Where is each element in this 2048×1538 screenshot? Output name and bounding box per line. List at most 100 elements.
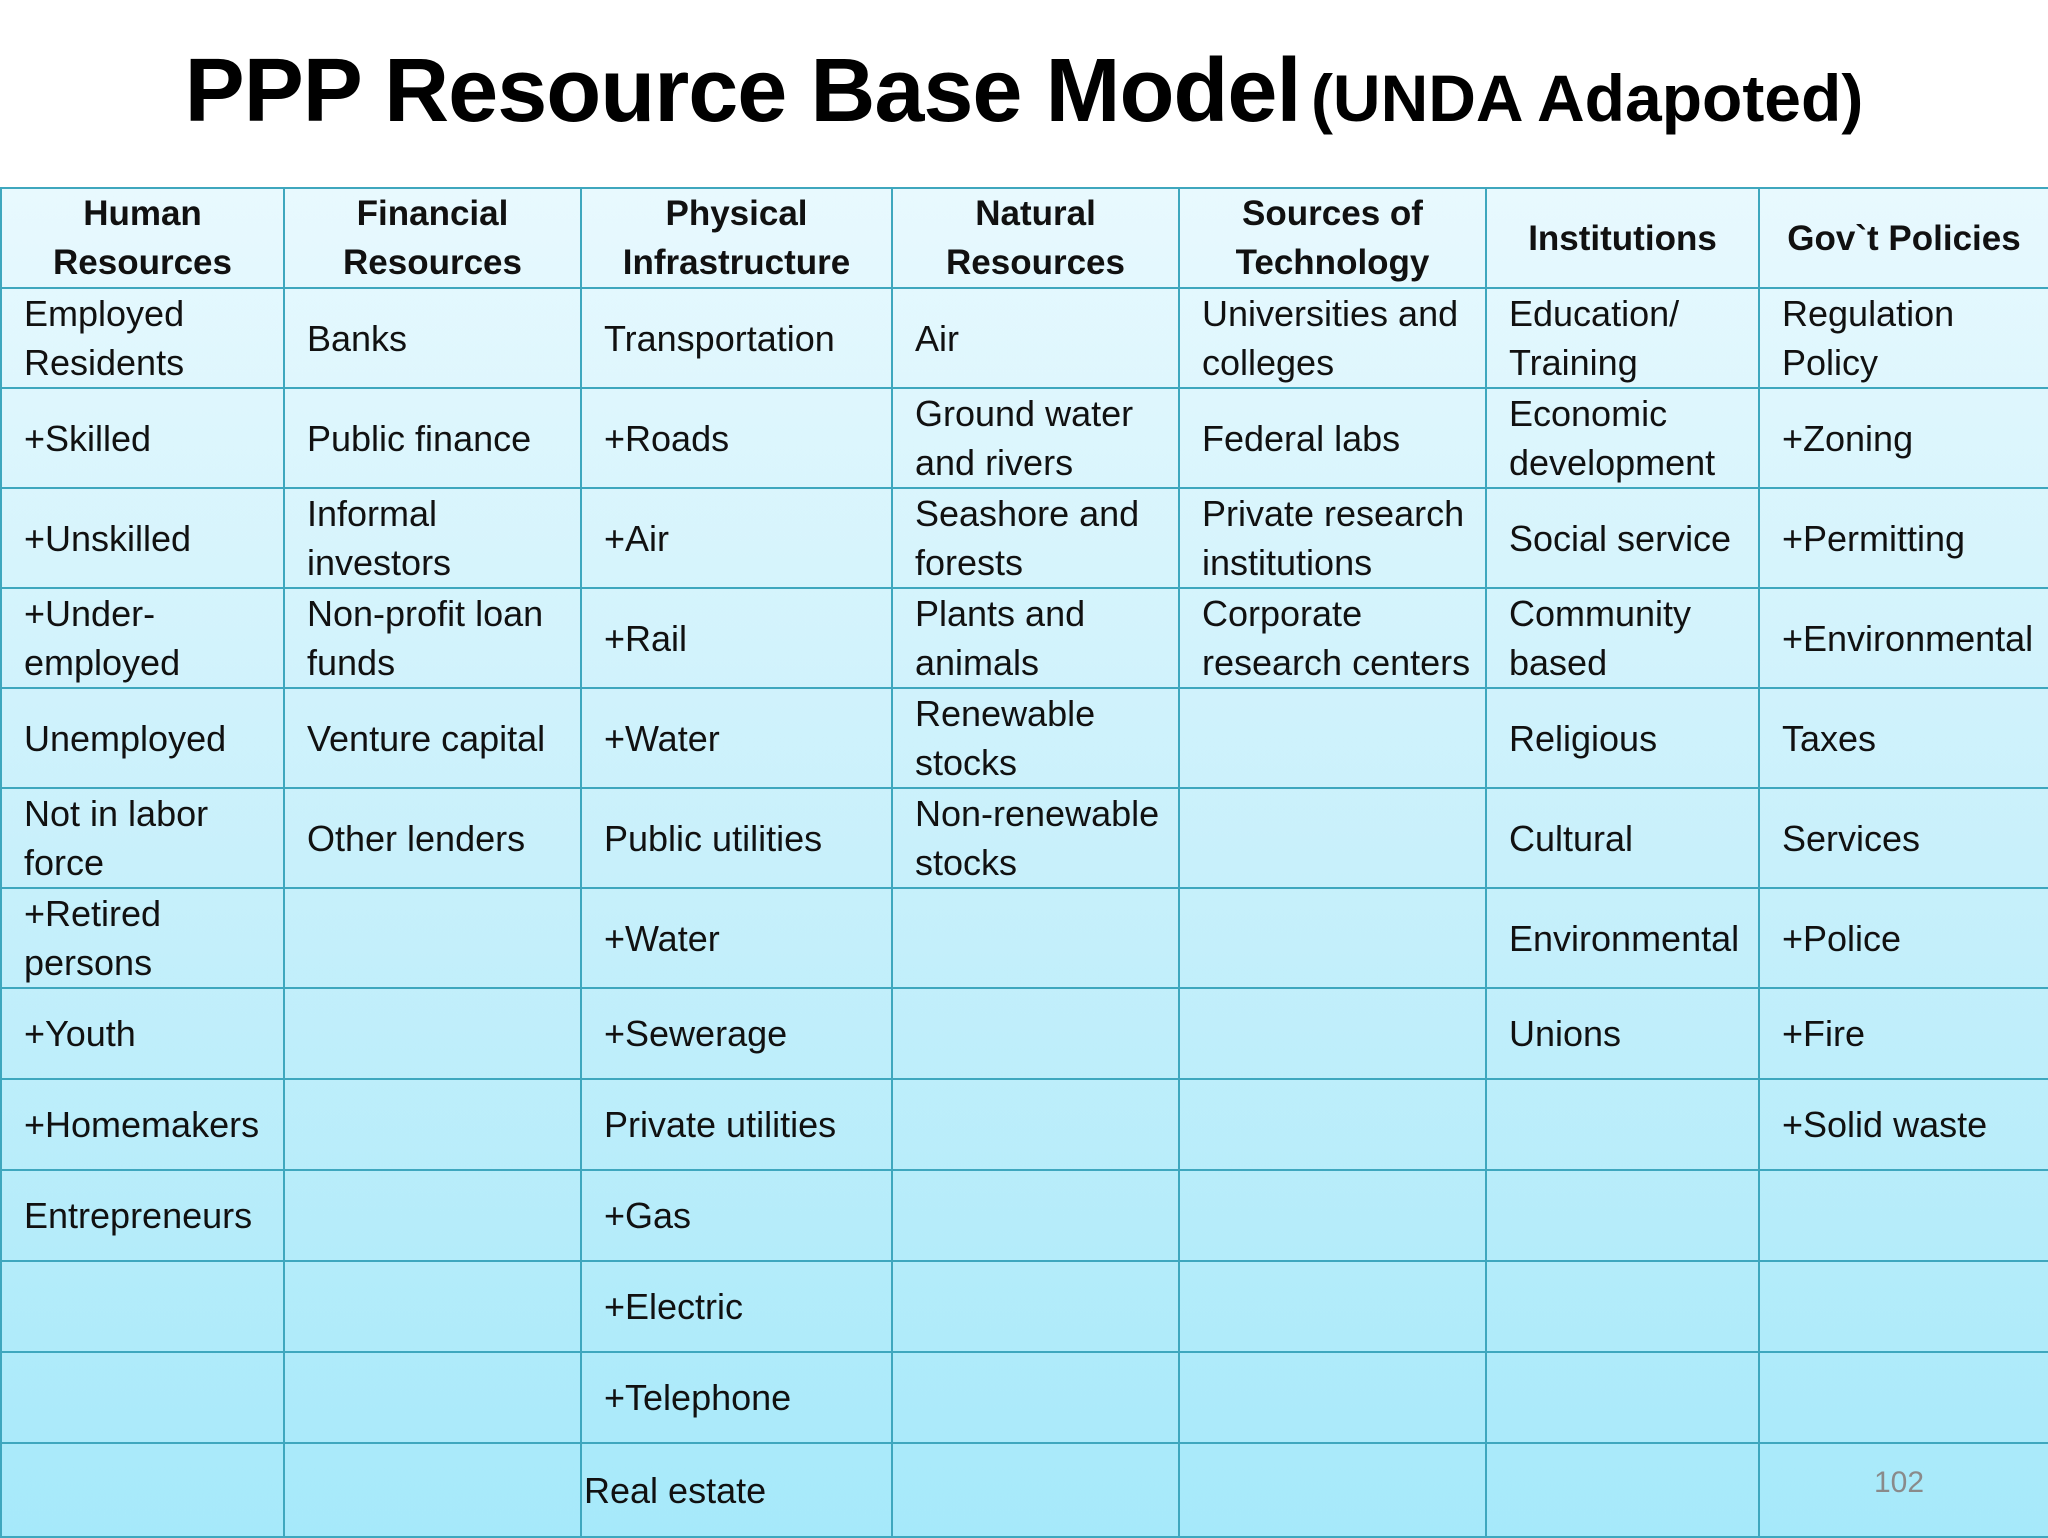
table-cell: [891, 1351, 1180, 1444]
table-cell: +Rail: [580, 587, 893, 689]
table-cell: Other lenders: [283, 787, 582, 889]
table-cell: [283, 1442, 582, 1538]
table-cell: +Homemakers: [0, 1078, 285, 1171]
resource-table-container: Human Resources Financial Resources Phys…: [0, 187, 2048, 1538]
table-cell: [891, 887, 1180, 989]
table-cell: [1178, 1260, 1487, 1353]
table-row: +Homemakers Private utilities +Solid was…: [0, 1078, 2048, 1171]
table-cell: [283, 1078, 582, 1171]
table-cell: Taxes: [1758, 687, 2048, 789]
table-cell: Transportation: [580, 287, 893, 389]
table-cell: Plants and animals: [891, 587, 1180, 689]
table-row: Employed Residents Banks Transportation …: [0, 287, 2048, 389]
table-cell: +Sewerage: [580, 987, 893, 1080]
table-cell: Education/ Training: [1485, 287, 1760, 389]
table-row: +Skilled Public finance +Roads Ground wa…: [0, 387, 2048, 489]
table-cell: [0, 1260, 285, 1353]
table-cell: +Under-employed: [0, 587, 285, 689]
table-cell: Banks: [283, 287, 582, 389]
table-cell: +Environmental: [1758, 587, 2048, 689]
table-cell: +Solid waste: [1758, 1078, 2048, 1171]
table-cell: Non-profit loan funds: [283, 587, 582, 689]
table-cell: Ground water and rivers: [891, 387, 1180, 489]
table-cell: +Zoning: [1758, 387, 2048, 489]
table-cell: [1758, 1351, 2048, 1444]
table-cell: [283, 1260, 582, 1353]
slide-title: PPP Resource Base Model (UNDA Adapoted): [0, 40, 2048, 150]
slide-title-main: PPP Resource Base Model: [184, 41, 1302, 141]
table-cell: +Telephone: [580, 1351, 893, 1444]
table-cell: Entrepreneurs: [0, 1169, 285, 1262]
column-header: Institutions: [1485, 187, 1760, 289]
table-row: +Unskilled Informal investors +Air Seash…: [0, 487, 2048, 589]
table-row: +Telephone: [0, 1351, 2048, 1444]
table-cell: [283, 987, 582, 1080]
column-header: Natural Resources: [891, 187, 1180, 289]
table-cell: Informal investors: [283, 487, 582, 589]
table-cell: [1178, 1442, 1487, 1538]
table-cell: [1758, 1260, 2048, 1353]
table-cell: [1178, 1169, 1487, 1262]
table-cell: Religious: [1485, 687, 1760, 789]
table-cell: [891, 1260, 1180, 1353]
table-cell: Economic development: [1485, 387, 1760, 489]
page-number: 102: [1874, 1466, 1925, 1499]
table-row: Not in labor force Other lenders Public …: [0, 787, 2048, 889]
table-cell: Regulation Policy: [1758, 287, 2048, 389]
table-cell: Community based: [1485, 587, 1760, 689]
resource-table: Human Resources Financial Resources Phys…: [0, 187, 2048, 1538]
table-cell: [1485, 1260, 1760, 1353]
table-cell: +Water: [580, 887, 893, 989]
table-cell: Corporate research centers: [1178, 587, 1487, 689]
table-cell: [0, 1442, 285, 1538]
table-cell: Unions: [1485, 987, 1760, 1080]
table-cell: +Fire: [1758, 987, 2048, 1080]
column-header: Physical Infrastructure: [580, 187, 893, 289]
table-row: Entrepreneurs +Gas: [0, 1169, 2048, 1262]
table-cell: [891, 1078, 1180, 1171]
table-cell: +Permitting: [1758, 487, 2048, 589]
table-cell: +Retired persons: [0, 887, 285, 989]
table-cell: +Skilled: [0, 387, 285, 489]
table-cell: Federal labs: [1178, 387, 1487, 489]
table-cell: Private utilities: [580, 1078, 893, 1171]
table-cell: [891, 1169, 1180, 1262]
slide-title-sub: (UNDA Adapoted): [1310, 61, 1864, 135]
table-cell: [1178, 687, 1487, 789]
table-cell: [891, 1442, 1180, 1538]
table-cell: Cultural: [1485, 787, 1760, 889]
table-cell: +Electric: [580, 1260, 893, 1353]
table-cell: [1758, 1169, 2048, 1262]
table-cell: Services: [1758, 787, 2048, 889]
table-cell: Renewable stocks: [891, 687, 1180, 789]
table-cell: Real estate: [580, 1442, 893, 1538]
table-row: Real estate: [0, 1442, 2048, 1538]
table-cell: [1485, 1351, 1760, 1444]
table-row: +Under-employed Non-profit loan funds +R…: [0, 587, 2048, 689]
table-cell: Not in labor force: [0, 787, 285, 889]
table-row: +Electric: [0, 1260, 2048, 1353]
table-cell: Air: [891, 287, 1180, 389]
column-header: Sources of Technology: [1178, 187, 1487, 289]
table-cell: [1485, 1078, 1760, 1171]
table-cell: [283, 1351, 582, 1444]
table-cell: [283, 887, 582, 989]
table-row: Unemployed Venture capital +Water Renewa…: [0, 687, 2048, 789]
table-cell: [283, 1169, 582, 1262]
table-cell: +Unskilled: [0, 487, 285, 589]
table-cell: [1485, 1442, 1760, 1538]
table-cell: [1178, 987, 1487, 1080]
table-cell: Non-renewable stocks: [891, 787, 1180, 889]
table-cell: +Roads: [580, 387, 893, 489]
table-header-row: Human Resources Financial Resources Phys…: [0, 187, 2048, 289]
table-cell: Environmental: [1485, 887, 1760, 989]
table-cell: Unemployed: [0, 687, 285, 789]
table-cell: Private research institutions: [1178, 487, 1487, 589]
table-cell: Social service: [1485, 487, 1760, 589]
column-header: Gov`t Policies: [1758, 187, 2048, 289]
table-cell: Venture capital: [283, 687, 582, 789]
table-cell: +Water: [580, 687, 893, 789]
column-header: Human Resources: [0, 187, 285, 289]
table-cell: +Police: [1758, 887, 2048, 989]
table-cell: Seashore and forests: [891, 487, 1180, 589]
